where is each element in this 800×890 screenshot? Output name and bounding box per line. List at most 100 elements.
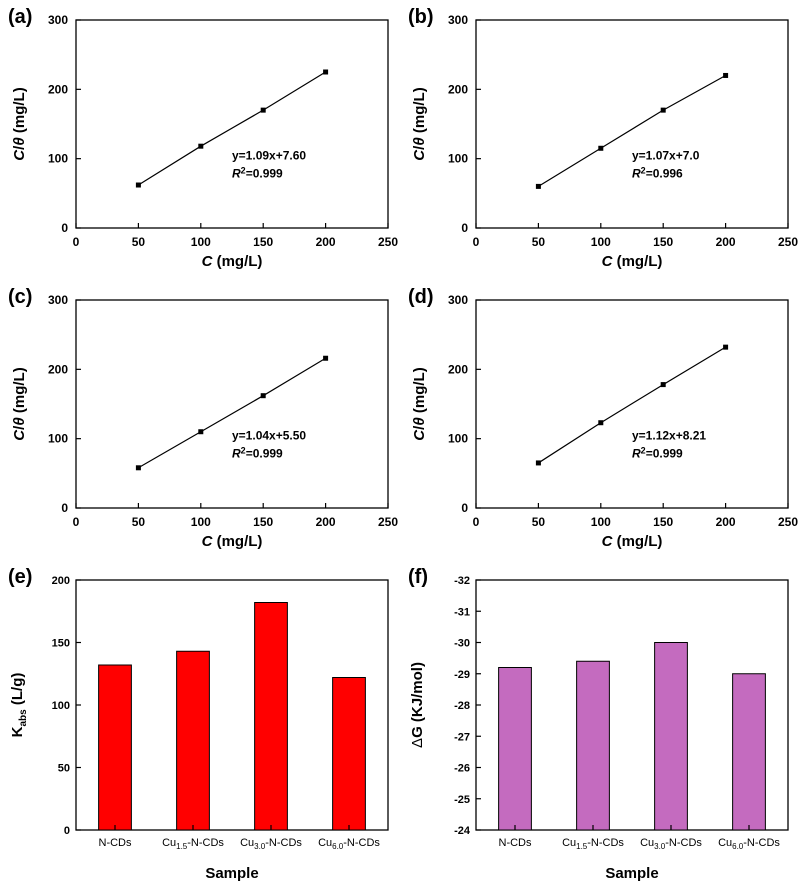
svg-text:R2=0.999: R2=0.999 (632, 445, 683, 460)
svg-text:150: 150 (653, 235, 673, 249)
svg-text:200: 200 (316, 235, 336, 249)
svg-text:-29: -29 (454, 669, 470, 681)
svg-text:200: 200 (448, 362, 468, 376)
svg-text:C/θ (mg/L): C/θ (mg/L) (411, 367, 428, 440)
svg-text:250: 250 (378, 515, 398, 529)
svg-text:Cu1.5-N-CDs: Cu1.5-N-CDs (162, 837, 224, 851)
svg-text:0: 0 (61, 501, 68, 515)
panel-f: (f) -32 -31 -30 -29 -28 -27 -26 -25 -24 N-CDs Cu1.… (400, 560, 800, 890)
line-chart-c: 0 50 100 150 200 250 0 100 200 300 C (mg/L) C/θ (mg… (0, 280, 400, 560)
svg-text:250: 250 (778, 235, 798, 249)
svg-text:C (mg/L): C (mg/L) (602, 253, 663, 270)
panel-label-a: (a) (8, 6, 32, 29)
svg-text:0: 0 (473, 515, 480, 529)
svg-text:100: 100 (191, 235, 211, 249)
svg-text:-26: -26 (454, 763, 470, 775)
svg-text:100: 100 (52, 700, 70, 712)
figure-container: (a) 0 50 100 150 200 250 0 100 200 300 C (mg/L) C/θ… (0, 0, 800, 890)
svg-text:C/θ (mg/L): C/θ (mg/L) (11, 87, 28, 160)
panel-c: (c) 0 50 100 150 200 250 0 100 200 300 C (mg/L) C/θ… (0, 280, 400, 560)
figure-row-3: (e) 0 50 100 150 200 N-CDs Cu1.5-N-CDs Cu3.0-N-… (0, 560, 800, 890)
svg-text:y=1.09x+7.60: y=1.09x+7.60 (232, 148, 306, 162)
svg-text:R2=0.999: R2=0.999 (232, 165, 283, 180)
svg-text:50: 50 (532, 515, 546, 529)
svg-text:y=1.07x+7.0: y=1.07x+7.0 (632, 148, 700, 162)
svg-text:Sample: Sample (205, 865, 258, 882)
svg-text:-32: -32 (454, 575, 470, 587)
svg-text:250: 250 (778, 515, 798, 529)
svg-text:300: 300 (448, 13, 468, 27)
svg-text:-24: -24 (454, 825, 471, 837)
figure-row-1: (a) 0 50 100 150 200 250 0 100 200 300 C (mg/L) C/θ… (0, 0, 800, 280)
svg-text:200: 200 (316, 515, 336, 529)
svg-text:0: 0 (473, 235, 480, 249)
svg-text:200: 200 (52, 575, 70, 587)
svg-text:200: 200 (716, 515, 736, 529)
svg-text:-25: -25 (454, 794, 470, 806)
svg-text:150: 150 (253, 515, 273, 529)
svg-text:300: 300 (448, 293, 468, 307)
svg-text:R2=0.999: R2=0.999 (232, 445, 283, 460)
panel-label-e: (e) (8, 566, 32, 589)
svg-text:Sample: Sample (605, 865, 658, 882)
line-chart-a: 0 50 100 150 200 250 0 100 200 300 C (mg/L) C/θ (mg… (0, 0, 400, 280)
svg-text:y=1.12x+8.21: y=1.12x+8.21 (632, 428, 706, 442)
bar-chart-e: 0 50 100 150 200 N-CDs Cu1.5-N-CDs Cu3.0-N-CDs C… (0, 560, 400, 890)
svg-text:50: 50 (132, 515, 146, 529)
svg-text:0: 0 (461, 221, 468, 235)
svg-text:150: 150 (653, 515, 673, 529)
svg-text:N-CDs: N-CDs (99, 837, 132, 849)
svg-text:C (mg/L): C (mg/L) (602, 533, 663, 550)
svg-text:0: 0 (64, 825, 70, 837)
svg-text:150: 150 (52, 638, 70, 650)
svg-text:100: 100 (48, 152, 68, 166)
panel-label-f: (f) (408, 566, 428, 589)
svg-text:0: 0 (61, 221, 68, 235)
svg-text:Cu3.0-N-CDs: Cu3.0-N-CDs (240, 837, 302, 851)
svg-text:N-CDs: N-CDs (499, 837, 532, 849)
svg-text:Cu3.0-N-CDs: Cu3.0-N-CDs (640, 837, 702, 851)
svg-text:-31: -31 (454, 606, 470, 618)
svg-text:100: 100 (448, 152, 468, 166)
svg-text:Cu1.5-N-CDs: Cu1.5-N-CDs (562, 837, 624, 851)
svg-text:100: 100 (591, 235, 611, 249)
svg-text:R2=0.996: R2=0.996 (632, 165, 683, 180)
svg-text:200: 200 (48, 82, 68, 96)
svg-text:300: 300 (48, 13, 68, 27)
figure-row-2: (c) 0 50 100 150 200 250 0 100 200 300 C (mg/L) C/θ… (0, 280, 800, 560)
svg-text:0: 0 (73, 515, 80, 529)
panel-e: (e) 0 50 100 150 200 N-CDs Cu1.5-N-CDs Cu3.0-N-… (0, 560, 400, 890)
panel-d: (d) 0501001502002500100200300C (mg/L)C/θ… (400, 280, 800, 560)
svg-text:ΔG (KJ/mol): ΔG (KJ/mol) (409, 662, 426, 748)
svg-text:Kabs (L/g): Kabs (L/g) (9, 673, 29, 738)
svg-text:0: 0 (461, 501, 468, 515)
line-chart-d: 0501001502002500100200300C (mg/L)C/θ (mg… (400, 280, 800, 560)
svg-text:Cu6.0-N-CDs: Cu6.0-N-CDs (718, 837, 780, 851)
svg-text:-28: -28 (454, 700, 470, 712)
svg-text:100: 100 (48, 432, 68, 446)
svg-text:300: 300 (48, 293, 68, 307)
svg-text:C (mg/L): C (mg/L) (202, 253, 263, 270)
panel-a: (a) 0 50 100 150 200 250 0 100 200 300 C (mg/L) C/θ… (0, 0, 400, 280)
svg-text:y=1.04x+5.50: y=1.04x+5.50 (232, 428, 306, 442)
panel-label-d: (d) (408, 286, 434, 309)
svg-text:-30: -30 (454, 638, 470, 650)
svg-text:150: 150 (253, 235, 273, 249)
svg-text:100: 100 (191, 515, 211, 529)
svg-text:C/θ (mg/L): C/θ (mg/L) (411, 87, 428, 160)
svg-text:Cu6.0-N-CDs: Cu6.0-N-CDs (318, 837, 380, 851)
svg-text:200: 200 (48, 362, 68, 376)
svg-text:-27: -27 (454, 731, 470, 743)
line-chart-b: 0501001502002500100200300C (mg/L)C/θ (mg… (400, 0, 800, 280)
panel-label-c: (c) (8, 286, 32, 309)
svg-text:250: 250 (378, 235, 398, 249)
svg-text:200: 200 (448, 82, 468, 96)
svg-text:50: 50 (58, 763, 70, 775)
svg-text:0: 0 (73, 235, 80, 249)
svg-text:50: 50 (132, 235, 146, 249)
svg-text:50: 50 (532, 235, 546, 249)
panel-b: (b) 0501001502002500100200300C (mg/L)C/θ… (400, 0, 800, 280)
svg-text:C/θ (mg/L): C/θ (mg/L) (11, 367, 28, 440)
svg-text:C (mg/L): C (mg/L) (202, 533, 263, 550)
bar-chart-f: -32 -31 -30 -29 -28 -27 -26 -25 -24 N-CDs Cu1.5-N-… (400, 560, 800, 890)
